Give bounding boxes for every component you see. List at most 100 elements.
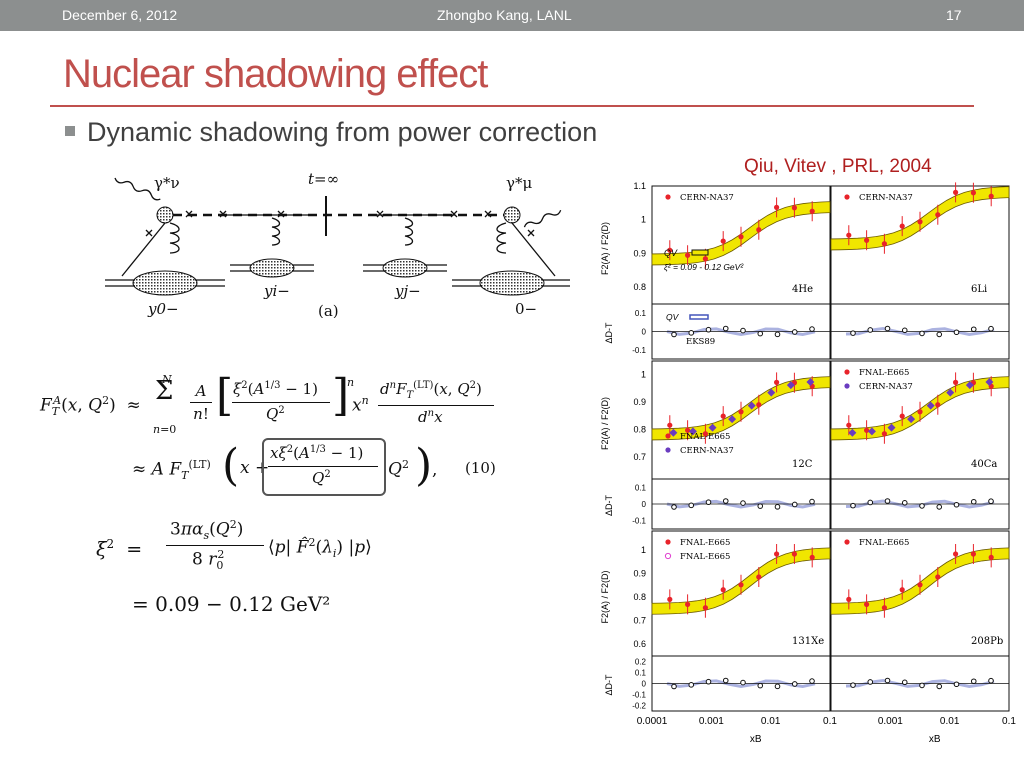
diagram-label-photon-right: γ*μ [506,174,532,192]
eks89-point [688,682,695,688]
eks89-point [671,504,677,510]
data-point-e665 [720,238,726,244]
highlighted-term-box [262,438,386,496]
bullet-item: Dynamic shadowing from power correction [65,117,597,148]
eks89-point [774,331,781,338]
data-point-e665 [738,582,744,588]
delta-tick-label: 0.1 [635,483,647,492]
data-point-e665 [953,189,959,195]
data-point-e665 [970,551,976,557]
eks89-point [884,325,891,332]
nucleus-label: 12C [792,459,813,470]
data-point-e665 [881,241,887,247]
data-point-na37 [708,423,717,432]
data-point-e665 [988,193,994,199]
eks89-point [671,331,677,338]
bullet-text: Dynamic shadowing from power correction [87,117,598,147]
eks89-point [740,500,746,506]
nucleus-label: 208Pb [971,636,1003,647]
ratio-tick-label: 1 [641,215,646,225]
delta-tick-label: 0 [642,500,647,509]
shadowing-data-figure: 1.1 1 0.9 0.8 0.1 0 -0.1 F2(A) / F2(D) ΔD-T CERN-… [600,181,1016,745]
eks89-point [809,498,815,505]
diagram-label-zero: 0− [515,300,537,318]
eks89-point [688,330,695,336]
eks89-point [919,682,925,689]
eks89-point [791,681,798,687]
x-tick-label: 0.001 [878,716,903,727]
eks89-point [867,499,874,506]
data-point-e665 [917,582,923,588]
data-point-na37 [867,427,876,436]
legend-marker [665,433,671,439]
data-point-e665 [864,237,870,243]
eks89-point [919,330,925,337]
legend-label: FNAL-E665 [680,538,730,548]
x-tick-label: 0.01 [940,716,960,727]
ratio-tick-label: 1 [641,370,646,380]
eks89-point [791,501,798,508]
eks89-point [757,330,764,337]
delta-tick-label: 0 [642,328,647,337]
eks89-point [936,683,943,690]
ratio-tick-label: 1.1 [633,181,646,191]
eks89-point [867,679,874,685]
x-tick-label: 0.1 [823,716,837,727]
data-point-e665 [720,413,726,419]
data-point-e665 [899,413,905,419]
ratio-tick-label: 0.9 [633,397,646,407]
equation-number: (10) [465,459,496,477]
xi-legend-label: ξ² = 0.09 - 0.12 GeV² [664,262,744,272]
ratio-tick-label: 0.9 [633,568,646,578]
legend-marker [664,552,672,560]
eks89-point [850,502,856,509]
ratio-tick-label: 0.7 [633,452,646,462]
x-tick-label: 0.001 [699,716,724,727]
diagram-label-y0: y0− [147,300,179,318]
eks89-point [936,504,943,510]
eks89-point [867,327,874,333]
data-point-e665 [667,247,673,253]
legend-marker [844,194,850,200]
eks89-point [740,679,746,686]
diagram-panel-label: (a) [318,302,339,318]
delta-tick-label: -0.2 [632,702,646,711]
eks89-point [722,677,729,684]
data-point-e665 [667,422,673,428]
header-author: Zhongbo Kang, LANL [437,7,572,23]
eks89-point [988,498,994,505]
delta-tick-label: -0.1 [632,346,646,355]
data-point-e665 [953,551,959,557]
eks89-point [774,504,781,510]
data-point-e665 [702,256,708,262]
data-point-e665 [774,551,780,557]
eks89-point [970,326,977,333]
eks89-point [884,677,891,684]
header-bar: December 6, 2012 Zhongbo Kang, LANL 17 [0,0,1024,31]
eks89-point [970,498,977,505]
legend-label: CERN-NA37 [859,193,913,203]
eks89-point [757,682,764,689]
data-point-na37 [965,381,974,390]
data-point-e665 [756,574,762,580]
diagram-label-yi: yi− [263,282,290,300]
eks89-point [774,683,781,690]
header-date: December 6, 2012 [62,7,178,23]
data-point-e665 [935,574,941,580]
eks89-point [919,503,925,509]
eks89-point [809,326,815,332]
eks89-point [901,679,908,686]
data-point-e665 [809,554,815,560]
delta-axis-label: ΔD-T [604,322,614,344]
data-point-e665 [970,190,976,196]
data-point-e665 [953,379,959,385]
citation: Qiu, Vitev , PRL, 2004 [744,156,932,177]
eks89-point [901,499,908,506]
page-number: 17 [946,7,962,23]
data-point-e665 [756,227,762,233]
ratio-axis-label: F2(A) / F2(D) [600,222,610,275]
ratio-axis-label: F2(A) / F2(D) [600,397,610,450]
data-point-e665 [756,402,762,408]
x-tick-label: 0.0001 [637,716,668,727]
eks89-point [901,327,908,334]
